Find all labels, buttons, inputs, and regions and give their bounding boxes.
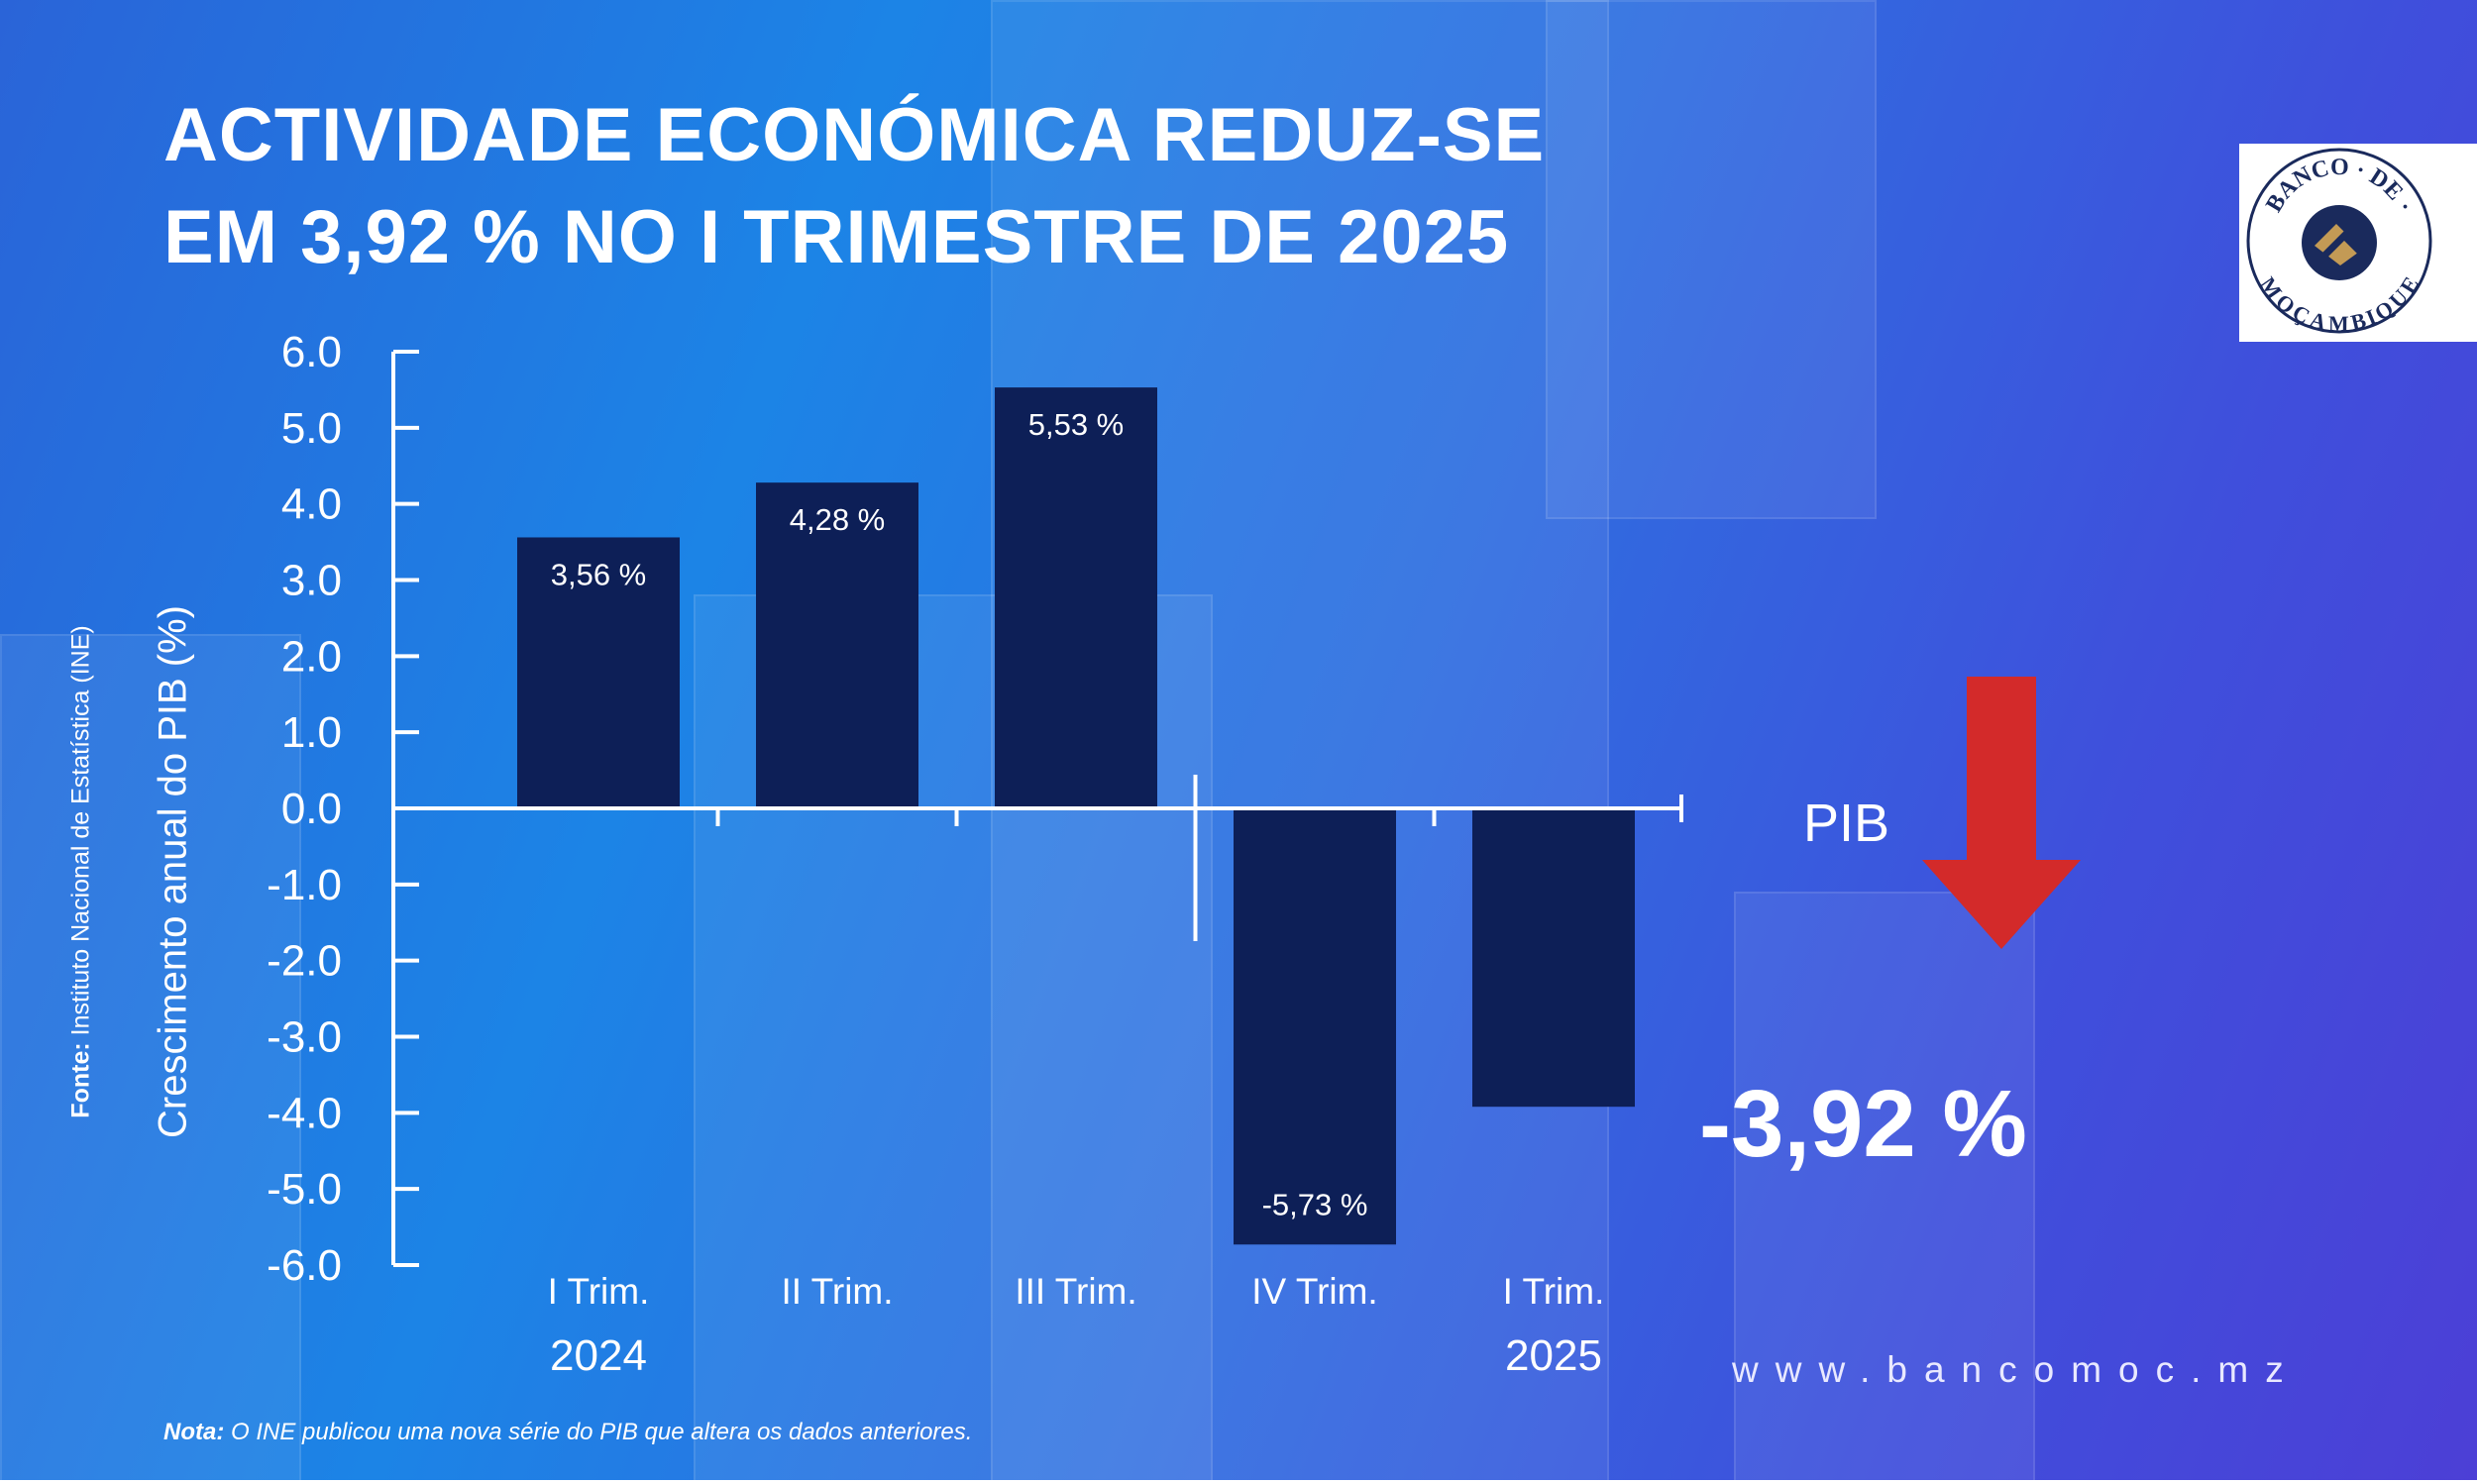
source-note: Fonte: Instituto Nacional de Estatística… bbox=[67, 625, 96, 1117]
background-building bbox=[1734, 892, 2035, 1484]
x-year-label: 2024 bbox=[550, 1331, 647, 1380]
y-tick-label: -5.0 bbox=[267, 1165, 342, 1214]
bar bbox=[756, 482, 918, 808]
background-building bbox=[0, 634, 301, 1484]
background-building bbox=[1546, 0, 1877, 519]
y-tick-label: 4.0 bbox=[281, 480, 342, 529]
y-tick-label: 5.0 bbox=[281, 404, 342, 453]
bar bbox=[517, 537, 680, 808]
title-line-1: ACTIVIDADE ECONÓMICA REDUZ-SE bbox=[163, 93, 1546, 177]
source-text: Instituto Nacional de Estatística (INE) bbox=[66, 625, 95, 1043]
bars: 3,56 % 4,28 % 5,53 % -5,73 % bbox=[517, 387, 1635, 1245]
pib-label: PIB bbox=[1803, 794, 1890, 853]
y-tick-label: -1.0 bbox=[267, 861, 342, 909]
page-title: ACTIVIDADE ECONÓMICA REDUZ-SE EM 3,92 % … bbox=[163, 84, 1545, 288]
x-category-label: IV Trim. bbox=[1251, 1271, 1377, 1312]
y-tick-label: 1.0 bbox=[281, 708, 342, 757]
y-tick-label: 3.0 bbox=[281, 557, 342, 605]
y-axis-label: Crescimento anual do PIB (%) bbox=[151, 604, 195, 1139]
banco-de-mocambique-logo: BANCO · DE · MOÇAMBIQUE bbox=[2246, 148, 2432, 335]
footnote-text: O INE publicou uma nova série do PIB que… bbox=[224, 1419, 973, 1445]
source-label: Fonte: bbox=[66, 1042, 95, 1118]
y-tick-label: -3.0 bbox=[267, 1013, 342, 1062]
x-category-label: I Trim. bbox=[1503, 1271, 1605, 1312]
y-tick-label: 2.0 bbox=[281, 632, 342, 681]
bar bbox=[1472, 808, 1635, 1108]
bar-value-label: -5,73 % bbox=[1262, 1187, 1368, 1221]
x-category-label: I Trim. bbox=[548, 1271, 650, 1312]
down-arrow-icon bbox=[1922, 677, 2081, 949]
x-category-label: III Trim. bbox=[1015, 1271, 1136, 1312]
x-category-label: II Trim. bbox=[781, 1271, 893, 1312]
title-line-2: EM 3,92 % NO I TRIMESTRE DE 2025 bbox=[163, 195, 1510, 279]
x-year-label: 2025 bbox=[1505, 1331, 1602, 1380]
bar bbox=[995, 387, 1157, 808]
footnote: Nota: O INE publicou uma nova série do P… bbox=[163, 1419, 972, 1446]
bar-value-label: 4,28 % bbox=[790, 502, 886, 537]
y-tick-label: -6.0 bbox=[267, 1241, 342, 1290]
y-tick-label: -4.0 bbox=[267, 1089, 342, 1137]
bar-value-label: 3,56 % bbox=[551, 557, 647, 591]
website-url: www.bancomoc.mz bbox=[1732, 1349, 2301, 1390]
y-tick-label: 6.0 bbox=[281, 328, 342, 376]
bar-value-label: 5,53 % bbox=[1028, 407, 1125, 442]
pib-value: -3,92 % bbox=[1699, 1071, 2027, 1177]
x-axis: I Trim. II Trim. III Trim. IV Trim. I Trim. 2… bbox=[393, 775, 1683, 1380]
bar bbox=[1234, 808, 1396, 1245]
y-tick-label: -2.0 bbox=[267, 937, 342, 986]
footnote-label: Nota: bbox=[163, 1419, 225, 1445]
y-tick-label: 0.0 bbox=[281, 785, 342, 833]
